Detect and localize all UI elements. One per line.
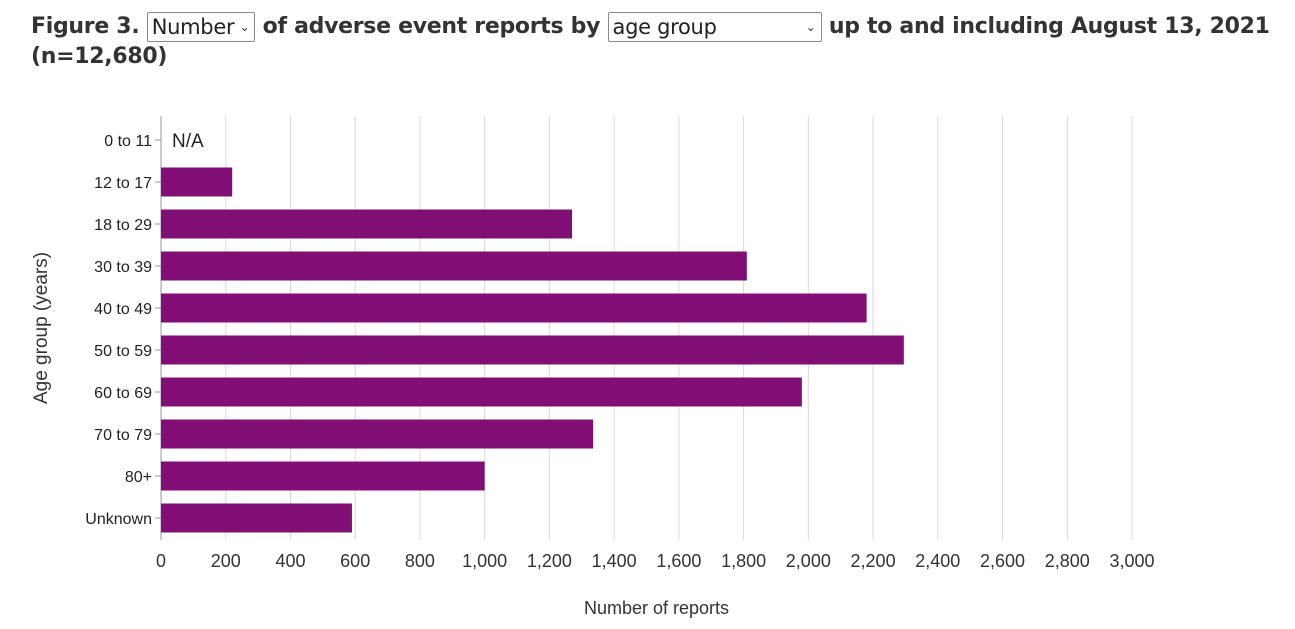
title-suffix: up to and including August 13, 2021 xyxy=(828,14,1270,39)
x-tick-label: 1,200 xyxy=(527,551,572,571)
group-select[interactable]: age group ⌄ xyxy=(607,12,822,42)
y-tick-label: 70 to 79 xyxy=(94,427,152,444)
title-middle: of adverse event reports by xyxy=(262,14,601,39)
group-select-value: age group xyxy=(612,15,717,39)
data-label: N/A xyxy=(172,131,204,152)
title-prefix: Figure 3. xyxy=(31,14,140,39)
y-tick-label: Unknown xyxy=(85,511,152,528)
x-tick-label: 0 xyxy=(156,551,166,571)
bar xyxy=(161,335,904,365)
x-axis-title: Number of reports xyxy=(584,598,729,618)
chevron-down-icon: ⌄ xyxy=(239,20,250,34)
chevron-down-icon: ⌄ xyxy=(805,20,816,34)
x-tick-label: 3,000 xyxy=(1109,551,1154,571)
x-tick-label: 2,000 xyxy=(786,551,831,571)
y-tick-label: 50 to 59 xyxy=(94,343,152,360)
x-tick-label: 800 xyxy=(405,551,435,571)
y-tick-label: 80+ xyxy=(125,469,152,486)
x-tick-label: 600 xyxy=(340,551,370,571)
measure-select[interactable]: Number ⌄ xyxy=(146,12,256,42)
y-tick-label: 12 to 17 xyxy=(94,175,152,192)
x-tick-label: 1,400 xyxy=(592,551,637,571)
bar xyxy=(161,167,233,197)
x-tick-label: 2,600 xyxy=(980,551,1025,571)
x-tick-label: 1,000 xyxy=(462,551,507,571)
bar xyxy=(161,209,573,239)
x-tick-label: 1,600 xyxy=(656,551,701,571)
y-tick-label: 40 to 49 xyxy=(94,301,152,318)
x-tick-label: 2,800 xyxy=(1045,551,1090,571)
x-tick-label: 2,400 xyxy=(915,551,960,571)
x-tick-label: 200 xyxy=(211,551,241,571)
x-tick-label: 1,800 xyxy=(721,551,766,571)
y-tick-label: 60 to 69 xyxy=(94,385,152,402)
figure-title: Figure 3. Number ⌄ of adverse event repor… xyxy=(31,12,1271,72)
bar xyxy=(161,251,747,281)
bar xyxy=(161,377,802,407)
y-tick-label: 0 to 11 xyxy=(104,133,152,150)
x-tick-label: 2,200 xyxy=(851,551,896,571)
bar xyxy=(161,461,485,491)
bar xyxy=(161,419,594,449)
y-tick-label: 18 to 29 xyxy=(94,217,152,234)
y-axis-title: Age group (years) xyxy=(31,252,52,404)
bar xyxy=(161,503,352,533)
y-tick-label: 30 to 39 xyxy=(94,259,152,276)
bar xyxy=(161,293,867,323)
x-tick-label: 400 xyxy=(275,551,305,571)
measure-select-value: Number xyxy=(151,15,235,39)
title-count: (n=12,680) xyxy=(31,44,168,69)
